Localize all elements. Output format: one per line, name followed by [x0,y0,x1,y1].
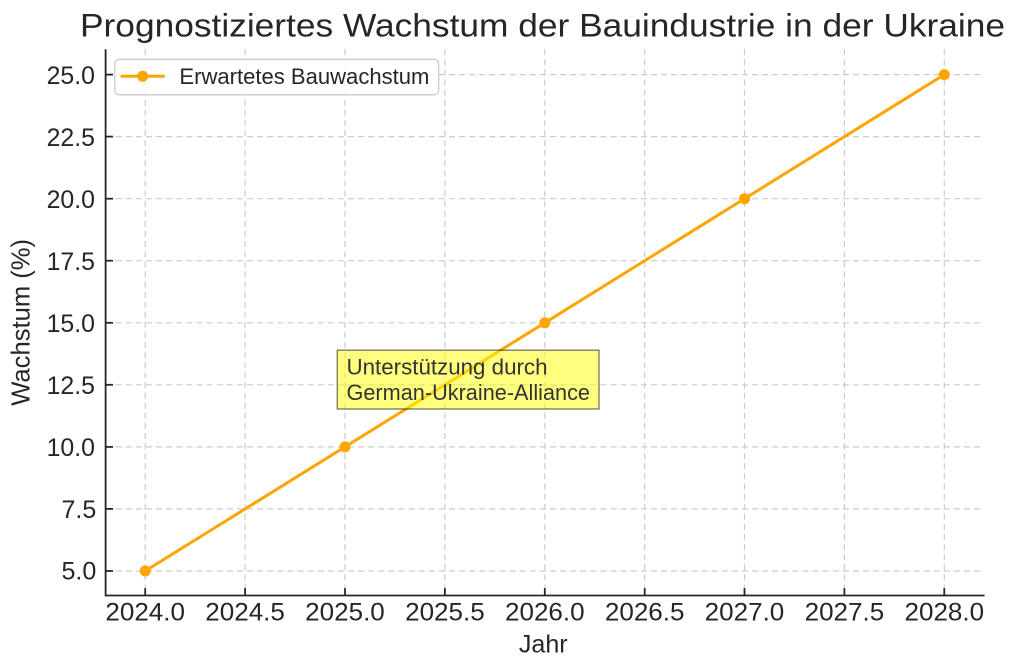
svg-text:Erwartetes Bauwachstum: Erwartetes Bauwachstum [179,64,429,89]
svg-text:Unterstützung durch: Unterstützung durch [347,354,548,379]
svg-text:Prognostiziertes Wachstum der: Prognostiziertes Wachstum der Bauindustr… [80,8,1005,44]
svg-text:2025.5: 2025.5 [405,598,485,626]
svg-text:2028.0: 2028.0 [905,598,985,626]
svg-text:German-Ukraine-Alliance: German-Ukraine-Alliance [347,380,591,405]
svg-text:Wachstum (%): Wachstum (%) [7,239,35,406]
svg-text:25.0: 25.0 [47,62,95,90]
svg-text:2026.0: 2026.0 [505,598,585,626]
svg-text:15.0: 15.0 [47,310,95,338]
svg-text:2027.0: 2027.0 [705,598,785,626]
svg-text:7.5: 7.5 [62,496,97,524]
svg-text:17.5: 17.5 [47,248,95,276]
svg-text:Jahr: Jahr [519,631,568,659]
svg-text:12.5: 12.5 [47,372,95,400]
svg-text:5.0: 5.0 [62,558,97,586]
svg-text:22.5: 22.5 [47,124,95,152]
svg-text:2024.5: 2024.5 [205,598,285,626]
svg-text:2027.5: 2027.5 [805,598,885,626]
svg-text:2026.5: 2026.5 [605,598,685,626]
svg-text:20.0: 20.0 [47,186,95,214]
svg-text:10.0: 10.0 [47,434,95,462]
svg-text:2025.0: 2025.0 [305,598,385,626]
svg-text:2024.0: 2024.0 [105,598,185,626]
